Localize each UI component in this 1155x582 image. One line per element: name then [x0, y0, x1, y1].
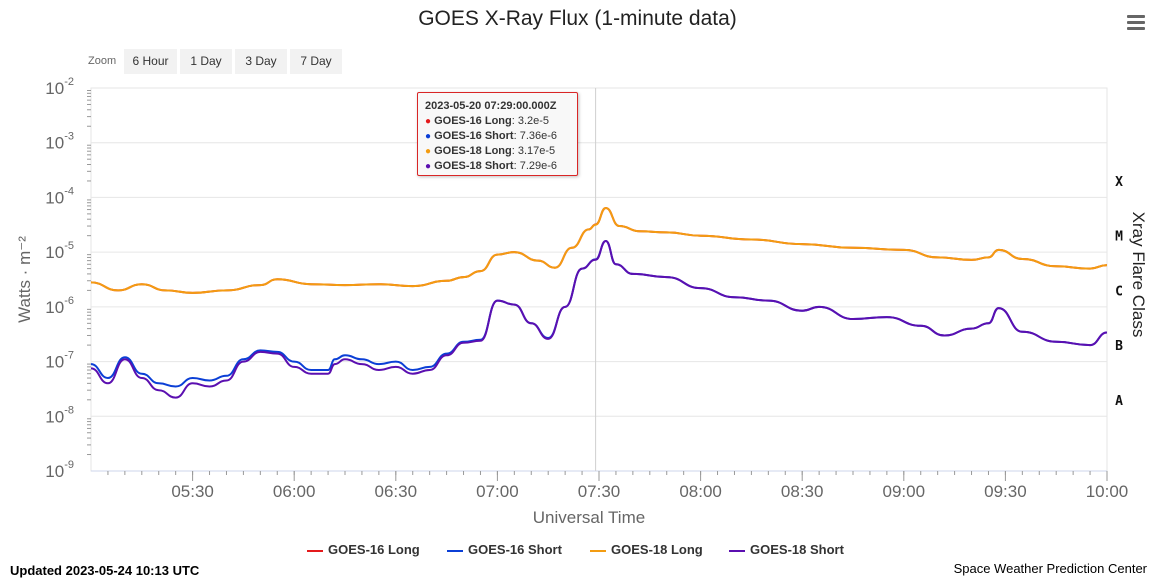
tooltip-row: ● GOES-18 Short: 7.29e-6: [425, 160, 558, 172]
y-tick-label: 10-9: [45, 459, 74, 481]
legend-item-goes16-short[interactable]: GOES-16 Short: [447, 542, 562, 557]
legend-label: GOES-16 Short: [468, 542, 562, 557]
plot-area: [90, 87, 1108, 472]
x-tick-label: 10:00: [1086, 482, 1129, 501]
zoom-3-day-button[interactable]: 3 Day: [235, 49, 287, 74]
legend-label: GOES-18 Short: [750, 542, 844, 557]
legend-swatch: [729, 549, 745, 552]
legend-swatch: [447, 549, 463, 552]
x-tick-label: 07:00: [476, 482, 519, 501]
tooltip-value: 7.29e-6: [519, 160, 558, 172]
x-tick-label: 06:30: [375, 482, 418, 501]
y-tick-label: 10-2: [45, 76, 74, 98]
x-tick-label: 08:30: [781, 482, 824, 501]
y-tick-label: 10-5: [45, 240, 74, 262]
legend-item-goes16-long[interactable]: GOES-16 Long: [307, 542, 420, 557]
zoom-label: Zoom: [88, 55, 117, 67]
blue-dot-icon: ●: [425, 131, 432, 142]
y-tick-label: 10-8: [45, 404, 74, 426]
y-tick-label: 10-4: [45, 185, 74, 207]
tooltip-value: 3.2e-5: [517, 115, 550, 127]
legend-item-goes18-short[interactable]: GOES-18 Short: [729, 542, 844, 557]
flare-class-label: C: [1115, 284, 1123, 299]
flare-class-label: X: [1115, 175, 1123, 190]
y-tick-label: 10-7: [45, 350, 74, 372]
flare-class-label: B: [1115, 339, 1123, 354]
hamburger-menu-icon[interactable]: [1124, 12, 1148, 34]
x-tick-label: 05:30: [171, 482, 214, 501]
red-dot-icon: ●: [425, 116, 432, 127]
orange-dot-icon: ●: [425, 146, 432, 157]
y2-axis-title: Xray Flare Class: [1129, 212, 1148, 338]
series-line-goes-18-long: [90, 207, 1108, 294]
zoom-7-day-button[interactable]: 7 Day: [290, 49, 342, 74]
y-tick-label: 10-3: [45, 131, 74, 153]
legend-swatch: [307, 549, 323, 552]
zoom-6-hour-button[interactable]: 6 Hour: [124, 49, 177, 74]
menu-bar: [1127, 15, 1145, 18]
x-tick-label: 08:00: [679, 482, 722, 501]
tooltip-row: ● GOES-16 Long: 3.2e-5: [425, 115, 550, 127]
y-axis-title: Watts · m⁻²: [15, 236, 34, 323]
x-tick-label: 06:00: [273, 482, 316, 501]
tooltip-row: ● GOES-18 Long: 3.17e-5: [425, 145, 556, 157]
legend-label: GOES-16 Long: [328, 542, 420, 557]
tooltip-row: ● GOES-16 Short: 7.36e-6: [425, 130, 558, 142]
menu-bar: [1127, 21, 1145, 24]
legend-item-goes18-long[interactable]: GOES-18 Long: [590, 542, 703, 557]
tooltip-series-name: GOES-18 Short: [434, 160, 514, 172]
flare-class-label: A: [1115, 394, 1123, 409]
data-tooltip: 2023-05-20 07:29:00.000Z ● GOES-16 Long:…: [417, 92, 578, 176]
x-tick-label: 07:30: [578, 482, 621, 501]
series-line-goes-16-short: [90, 240, 1108, 388]
x-tick-label: 09:00: [883, 482, 926, 501]
tooltip-value: 7.36e-6: [519, 130, 558, 142]
y-tick-label: 10-6: [45, 295, 74, 317]
x-tick-label: 09:30: [984, 482, 1027, 501]
tooltip-series-name: GOES-18 Long: [434, 145, 512, 157]
purple-dot-icon: ●: [425, 161, 432, 172]
x-axis-title: Universal Time: [533, 508, 645, 527]
legend-label: GOES-18 Long: [611, 542, 703, 557]
tooltip-series-name: GOES-16 Short: [434, 130, 514, 142]
tooltip-title: 2023-05-20 07:29:00.000Z: [425, 100, 557, 112]
flare-class-label: M: [1115, 230, 1123, 245]
chart-title: GOES X-Ray Flux (1-minute data): [418, 7, 737, 30]
updated-timestamp: Updated 2023-05-24 10:13 UTC: [10, 563, 200, 578]
legend-swatch: [590, 549, 606, 552]
zoom-1-day-button[interactable]: 1 Day: [180, 49, 232, 74]
credit-text: Space Weather Prediction Center: [953, 561, 1147, 576]
tooltip-value: 3.17e-5: [517, 145, 556, 157]
tooltip-series-name: GOES-16 Long: [434, 115, 512, 127]
series-line-goes-18-short: [90, 240, 1108, 399]
menu-bar: [1127, 27, 1145, 30]
